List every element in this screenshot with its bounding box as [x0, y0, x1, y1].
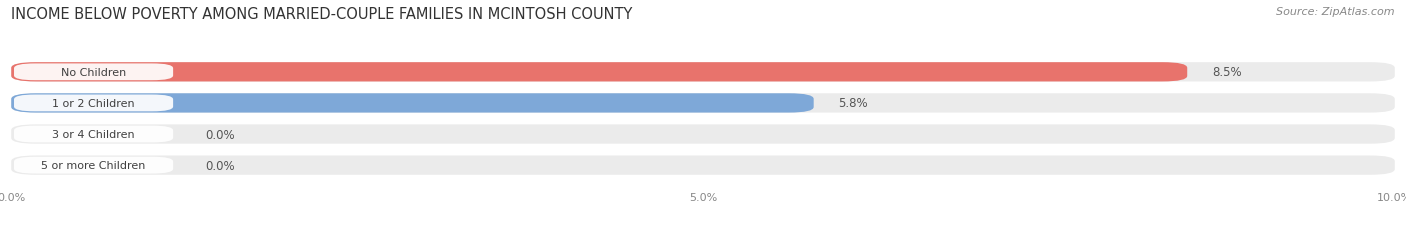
Text: 8.5%: 8.5%	[1212, 66, 1241, 79]
Text: INCOME BELOW POVERTY AMONG MARRIED-COUPLE FAMILIES IN MCINTOSH COUNTY: INCOME BELOW POVERTY AMONG MARRIED-COUPL…	[11, 7, 633, 22]
FancyBboxPatch shape	[11, 125, 1395, 144]
FancyBboxPatch shape	[14, 126, 173, 143]
FancyBboxPatch shape	[11, 63, 1395, 82]
FancyBboxPatch shape	[11, 63, 1187, 82]
Text: Source: ZipAtlas.com: Source: ZipAtlas.com	[1277, 7, 1395, 17]
FancyBboxPatch shape	[14, 95, 173, 112]
FancyBboxPatch shape	[14, 157, 173, 174]
Text: 3 or 4 Children: 3 or 4 Children	[52, 129, 135, 140]
FancyBboxPatch shape	[11, 156, 1395, 175]
Text: 5.8%: 5.8%	[838, 97, 869, 110]
Text: 1 or 2 Children: 1 or 2 Children	[52, 98, 135, 109]
Text: 0.0%: 0.0%	[205, 128, 235, 141]
Text: No Children: No Children	[60, 67, 127, 77]
FancyBboxPatch shape	[11, 94, 1395, 113]
FancyBboxPatch shape	[11, 94, 814, 113]
FancyBboxPatch shape	[14, 64, 173, 81]
Text: 0.0%: 0.0%	[205, 159, 235, 172]
Text: 5 or more Children: 5 or more Children	[41, 161, 146, 170]
